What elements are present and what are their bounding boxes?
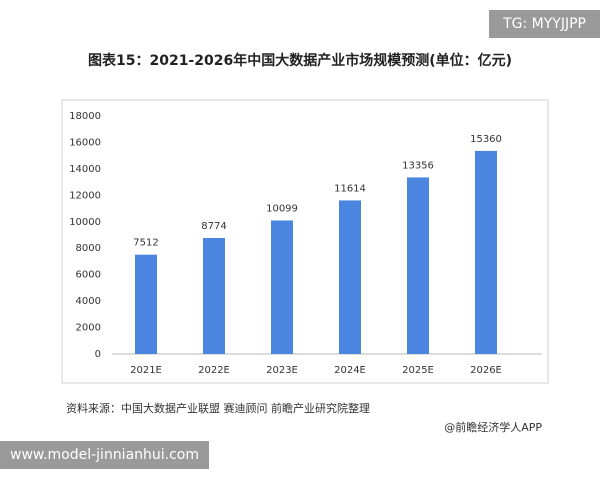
data-label: 8774 — [201, 221, 226, 232]
watermark: www.model-jinnianhui.com — [0, 441, 210, 469]
bar — [135, 254, 157, 354]
x-tick-label: 2025E — [402, 365, 434, 376]
x-tick-label: 2021E — [130, 365, 162, 376]
x-tick-label: 2026E — [470, 365, 502, 376]
chart-frame — [61, 99, 549, 384]
data-label: 7512 — [133, 238, 158, 249]
data-label: 13356 — [402, 160, 434, 171]
y-tick-label: 6000 — [76, 270, 101, 281]
data-label: 15360 — [470, 134, 502, 145]
chart-title: 图表15：2021-2026年中国大数据产业市场规模预测(单位：亿元) — [87, 53, 513, 69]
bar — [271, 220, 293, 354]
y-tick-label: 12000 — [69, 190, 101, 201]
y-tick-label: 0 — [95, 349, 101, 360]
source-note: 资料来源：中国大数据产业联盟 赛迪顾问 前瞻产业研究院整理 — [66, 402, 370, 415]
y-tick-label: 14000 — [69, 164, 101, 175]
bar — [475, 150, 497, 354]
x-tick-label: 2023E — [266, 365, 298, 376]
x-tick-label: 2024E — [334, 365, 366, 376]
y-tick-label: 2000 — [76, 323, 101, 334]
y-tick-label: 16000 — [69, 137, 101, 148]
y-tick-label: 10000 — [69, 217, 101, 228]
credit: @前瞻经济学人APP — [444, 421, 542, 434]
bar — [339, 200, 361, 354]
y-tick-label: 8000 — [76, 243, 101, 254]
data-label: 11614 — [334, 183, 366, 194]
watermark: TG: MYYJJPP — [489, 10, 600, 38]
bar — [203, 237, 225, 354]
x-tick-label: 2022E — [198, 365, 230, 376]
data-label: 10099 — [266, 203, 298, 214]
bar — [407, 177, 429, 354]
y-tick-label: 4000 — [76, 296, 101, 307]
y-tick-label: 18000 — [69, 111, 101, 122]
